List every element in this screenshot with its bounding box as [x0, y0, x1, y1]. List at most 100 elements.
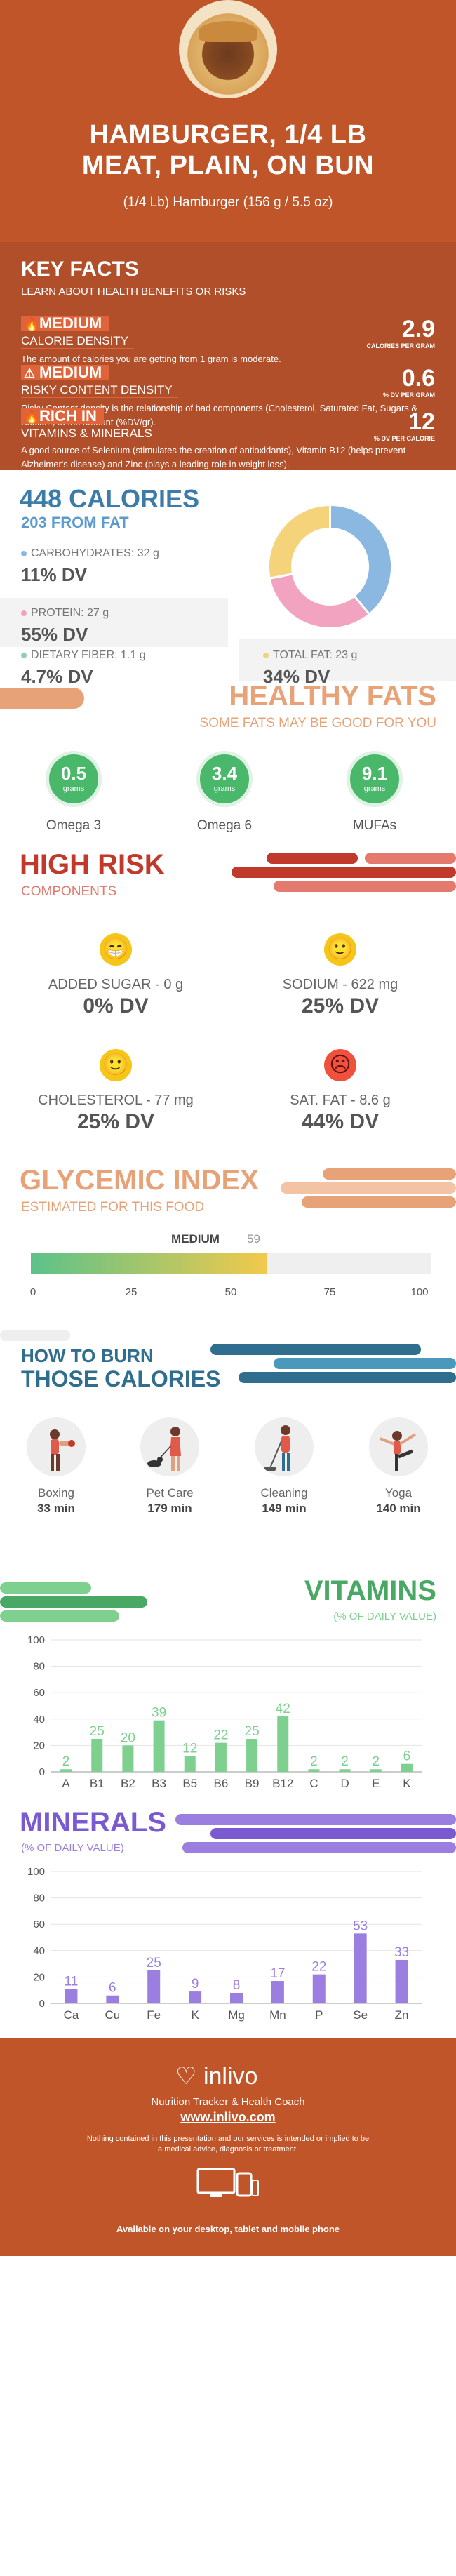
- footer-disclaimer: Nothing contained in this presentation a…: [86, 2135, 370, 2154]
- bar-K: [189, 1991, 202, 2003]
- frowning-face-icon: ☹: [324, 1049, 356, 1081]
- fire-icon: 🔥: [24, 410, 40, 424]
- key-fact-value: 0.6: [401, 365, 435, 392]
- yoga-icon: [369, 1417, 428, 1476]
- x-tick-label: Se: [353, 2008, 368, 2022]
- key-fact-value: 2.9: [401, 316, 435, 342]
- decorative-stripe: [210, 1828, 456, 1839]
- glycemic-tick: 50: [224, 1286, 237, 1298]
- bar-B12: [277, 1716, 289, 1772]
- donut-slice-carbohydrates: [329, 503, 393, 616]
- footer-tagline: Nutrition Tracker & Health Coach: [151, 2096, 305, 2108]
- bar-Zn: [395, 1959, 408, 2003]
- minerals-bar-chart: 0 20 40 60 80 100 11 Ca 6 Cu 25 Fe 9 K 8 Mg 17 Mn 22 P 53 Se 3…: [27, 1866, 422, 2022]
- glycemic-tick: 75: [323, 1286, 336, 1298]
- bar-B1: [91, 1739, 103, 1772]
- bar-value-label: 2: [62, 1754, 70, 1769]
- serving-size: (1/4 Lb) Hamburger (156 g / 5.5 oz): [123, 195, 333, 210]
- activity-minutes: 140 min: [376, 1502, 421, 1515]
- smiling-face-icon: 🙂: [324, 933, 356, 966]
- high-risk-subtitle: COMPONENTS: [21, 884, 117, 899]
- macro-highlight-band: [239, 639, 456, 681]
- bar-Se: [354, 1933, 367, 2003]
- vitamins-section: VITAMINS (% OF DAILY VALUE) 0 20 40 60 80 100…: [0, 1575, 456, 1807]
- warning-icon: ⚠: [24, 366, 36, 380]
- bar-value-label: 53: [353, 1918, 368, 1933]
- y-tick-label: 60: [33, 1687, 45, 1699]
- donut-slice-fat: [267, 503, 331, 580]
- y-tick-label: 100: [27, 1866, 45, 1878]
- dog-walking-icon: [140, 1417, 199, 1476]
- footer-url-link[interactable]: www.inlivo.com: [180, 2110, 276, 2124]
- key-fact-badge: 🔥MEDIUM: [21, 316, 109, 331]
- x-tick-label: B2: [121, 1777, 135, 1790]
- calories-section: 448 CALORIES 203 FROM FAT CARBOHYDRATES:…: [0, 470, 456, 687]
- bar-Mg: [230, 1992, 243, 2003]
- risk-added-sugar: 😁 ADDED SUGAR - 0 g 0% DV: [25, 933, 207, 1018]
- risk-dv: 0% DV: [83, 994, 149, 1017]
- x-tick-label: Fe: [147, 2008, 161, 2022]
- activity-minutes: 33 min: [37, 1502, 75, 1515]
- y-tick-label: 0: [39, 1766, 45, 1778]
- healthy-fats-title: HEALTHY FATS: [229, 681, 436, 712]
- fat-name: Omega 6: [196, 818, 253, 833]
- x-tick-label: B9: [245, 1777, 260, 1790]
- activity-name: Pet Care: [146, 1486, 194, 1500]
- bar-B3: [153, 1720, 165, 1772]
- y-tick-label: 60: [33, 1918, 45, 1930]
- badge-text: MEDIUM: [39, 363, 102, 381]
- high-risk-section: HIGH RISK COMPONENTS 😁 ADDED SUGAR - 0 g…: [0, 849, 456, 1165]
- bar-A: [60, 1769, 72, 1772]
- y-tick-label: 40: [33, 1714, 45, 1726]
- glycemic-title: GLYCEMIC INDEX: [20, 1165, 259, 1196]
- risk-dv: 25% DV: [76, 1110, 155, 1133]
- key-fact-label: CALORIE DENSITY: [21, 334, 135, 349]
- x-tick-label: B3: [152, 1777, 166, 1790]
- macros-donut-chart: [267, 503, 393, 629]
- footer-availability: Available on your desktop, tablet and mo…: [116, 2224, 340, 2234]
- x-tick-label: Ca: [64, 2008, 79, 2022]
- decorative-stripe: [232, 867, 456, 878]
- decorative-stripe: [210, 1344, 421, 1355]
- macro-label: PROTEIN: 27 g: [20, 607, 109, 619]
- fat-mufas-circle: 9.1 grams: [347, 751, 403, 807]
- vitamins-bar-chart: 0204060801002A25B120B239B312B522B625B942…: [27, 1634, 422, 1790]
- logo-text: inlivo: [203, 2063, 258, 2090]
- smiling-face-icon: 🙂: [100, 1049, 132, 1081]
- fat-name: Omega 3: [46, 818, 102, 833]
- heart-icon: ♡: [175, 2063, 197, 2090]
- activity-minutes: 149 min: [262, 1502, 307, 1515]
- decorative-stripe: [365, 853, 456, 864]
- y-tick-label: 0: [39, 1998, 45, 2010]
- bar-value-label: 2: [341, 1754, 349, 1769]
- x-tick-label: B6: [214, 1777, 229, 1790]
- bar-B2: [122, 1745, 134, 1772]
- bar-value-label: 2: [310, 1754, 318, 1769]
- bar-value-label: 25: [245, 1724, 260, 1739]
- macro-dv: 4.7% DV: [21, 666, 93, 687]
- bar-value-label: 2: [372, 1754, 380, 1769]
- minerals-section: MINERALS (% OF DAILY VALUE) 0 20 40 60 80 100…: [0, 1807, 456, 2038]
- activity-name: Boxing: [38, 1486, 74, 1500]
- key-fact-badge: ⚠ MEDIUM: [21, 365, 109, 380]
- badge-text: RICH IN: [39, 407, 97, 425]
- bar-Cu: [106, 1995, 119, 2003]
- y-tick-label: 80: [33, 1893, 45, 1904]
- key-facts-section: KEY FACTS LEARN ABOUT HEALTH BENEFITS OR…: [0, 242, 456, 470]
- x-tick-label: B5: [182, 1777, 197, 1790]
- x-tick-label: C: [309, 1777, 318, 1790]
- macro-highlight-band: [0, 598, 228, 647]
- risk-cholesterol: 🙂 CHOLESTEROL - 77 mg 25% DV: [25, 1049, 207, 1134]
- grinning-face-icon: 😁: [100, 933, 132, 966]
- risk-saturated-fat: ☹ SAT. FAT - 8.6 g 44% DV: [249, 1049, 431, 1134]
- x-tick-label: Zn: [395, 2008, 409, 2022]
- burn-title-line-2: THOSE CALORIES: [21, 1366, 221, 1392]
- macro-dv: 34% DV: [263, 666, 330, 687]
- x-tick-label: A: [62, 1777, 70, 1790]
- activity-name: Cleaning: [260, 1486, 308, 1500]
- fat-value: 0.5: [60, 763, 87, 784]
- bar-value-label: 33: [394, 1945, 409, 1960]
- risk-label: SODIUM - 622 mg: [282, 977, 398, 992]
- y-tick-label: 20: [33, 1971, 45, 1983]
- bar-value-label: 39: [152, 1706, 166, 1721]
